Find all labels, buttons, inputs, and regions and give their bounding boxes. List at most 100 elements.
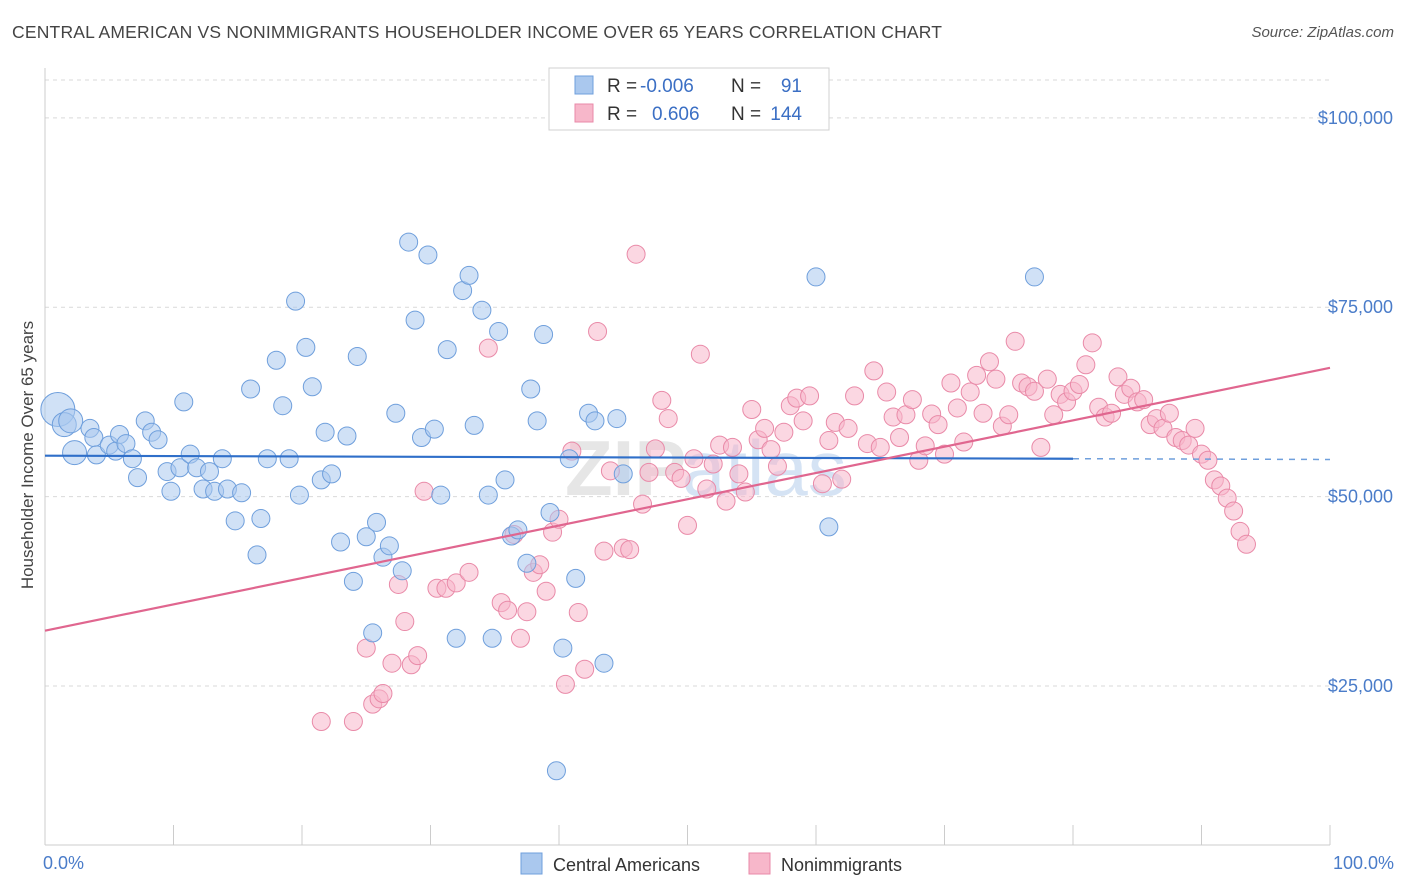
nonimmigrants-point-75 (890, 428, 910, 448)
y-tick-label-2: $75,000 (1328, 297, 1393, 317)
nonimmigrants-point-40 (652, 390, 672, 410)
central-americans-point-69 (495, 470, 515, 490)
y-axis-title: Householder Income Over 65 years (18, 321, 37, 589)
central-americans-point-63 (459, 265, 479, 285)
nonimmigrants-point-6 (382, 653, 402, 673)
central-americans-point-54 (399, 232, 419, 252)
y-tick-label-3: $100,000 (1318, 108, 1393, 128)
nonimmigrants-point-54 (742, 399, 762, 419)
nonimmigrants-point-123 (1198, 450, 1218, 470)
bottom-legend-label-blue: Central Americans (553, 855, 700, 875)
central-americans-point-73 (521, 379, 541, 399)
legend-r-label-pink: R = (607, 104, 637, 125)
nonimmigrants-point-88 (973, 403, 993, 423)
nonimmigrants-point-96 (1024, 381, 1044, 401)
nonimmigrants-point-92 (999, 405, 1019, 425)
legend-r-label-blue: R = (607, 76, 637, 97)
central-americans-point-66 (478, 485, 498, 505)
central-americans-point-65 (472, 300, 492, 320)
central-americans-point-72 (517, 553, 537, 573)
central-americans-point-77 (546, 761, 566, 781)
central-americans-point-12 (128, 468, 148, 488)
nonimmigrants-point-51 (722, 437, 742, 457)
nonimmigrants-point-71 (864, 361, 884, 381)
nonimmigrants-point-56 (755, 418, 775, 438)
central-americans-points (40, 232, 1044, 781)
nonimmigrants-point-30 (575, 659, 595, 679)
bottom-legend: Central Americans Nonimmigrants (520, 852, 902, 875)
nonimmigrants-point-39 (645, 439, 665, 459)
nonimmigrants-point-8 (395, 612, 415, 632)
bottom-legend-swatch-blue (520, 852, 543, 875)
nonimmigrants-point-15 (459, 562, 479, 582)
nonimmigrants-point-73 (877, 382, 897, 402)
nonimmigrants-point-129 (1236, 534, 1256, 554)
legend-n-label-blue: N = (731, 76, 761, 97)
central-americans-point-37 (289, 485, 309, 505)
central-americans-point-84 (607, 409, 627, 429)
source-credit: Source: ZipAtlas.com (1251, 24, 1394, 41)
nonimmigrants-point-50 (716, 491, 736, 511)
nonimmigrants-point-104 (1076, 355, 1096, 375)
nonimmigrants-point-120 (1179, 435, 1199, 455)
nonimmigrants-point-32 (594, 541, 614, 561)
central-americans-point-83 (594, 653, 614, 673)
nonimmigrants-point-64 (812, 474, 832, 494)
central-americans-point-52 (386, 403, 406, 423)
nonimmigrants-point-98 (1037, 369, 1057, 389)
central-americans-point-57 (418, 245, 438, 265)
nonimmigrants-point-103 (1069, 374, 1089, 394)
nonimmigrants-point-41 (658, 409, 678, 429)
nonimmigrants-point-68 (838, 418, 858, 438)
central-americans-point-15 (148, 430, 168, 450)
central-americans-point-27 (225, 511, 245, 531)
nonimmigrants-point-69 (845, 386, 865, 406)
nonimmigrants-point-109 (1108, 367, 1128, 387)
central-americans-point-47 (356, 527, 376, 547)
central-americans-point-28 (232, 483, 252, 503)
central-americans-point-42 (322, 464, 342, 484)
nonimmigrants-point-65 (819, 431, 839, 451)
nonimmigrants-point-97 (1031, 437, 1051, 457)
central-americans-point-48 (363, 623, 383, 643)
central-americans-point-75 (534, 324, 554, 344)
nonimmigrants-point-93 (1005, 331, 1025, 351)
nonimmigrants-point-46 (690, 344, 710, 364)
nonimmigrants-point-36 (626, 244, 646, 264)
central-americans-point-25 (212, 449, 232, 469)
central-americans-point-29 (241, 379, 261, 399)
nonimmigrants-point-52 (729, 464, 749, 484)
nonimmigrants-point-72 (870, 437, 890, 457)
nonimmigrants-point-11 (414, 481, 434, 501)
central-americans-point-35 (279, 449, 299, 469)
nonimmigrants-trendline (44, 366, 1331, 632)
nonimmigrants-point-62 (793, 411, 813, 431)
central-americans-point-43 (331, 532, 351, 552)
nonimmigrants-point-44 (678, 515, 697, 535)
central-americans-point-17 (161, 481, 181, 501)
nonimmigrants-point-117 (1159, 403, 1179, 423)
nonimmigrants-point-63 (800, 386, 820, 406)
legend-swatch-pink (574, 103, 594, 123)
central-americans-point-58 (424, 419, 444, 439)
central-americans-point-2 (58, 408, 84, 434)
y-tick-labels: $25,000 $50,000 $75,000 $100,000 (1318, 108, 1393, 696)
nonimmigrants-point-87 (967, 365, 987, 385)
central-americans-point-88 (1024, 267, 1044, 287)
y-tick-label-0: $25,000 (1328, 676, 1393, 696)
central-americans-point-32 (257, 449, 277, 469)
nonimmigrants-point-90 (986, 369, 1006, 389)
central-americans-point-67 (482, 628, 502, 648)
nonimmigrants-point-86 (960, 382, 980, 402)
nonimmigrants-point-48 (703, 454, 723, 474)
central-americans-point-85 (613, 464, 633, 484)
central-americans-point-64 (464, 415, 484, 435)
top-legend: R = -0.006 N = 91 R = 0.606 N = 144 (548, 67, 830, 131)
nonimmigrants-point-35 (620, 540, 640, 560)
bottom-legend-swatch-pink (748, 852, 771, 875)
nonimmigrants-point-10 (408, 646, 428, 666)
central-americans-point-74 (527, 411, 547, 431)
central-americans-trendline (44, 454, 1074, 460)
nonimmigrants-point-57 (761, 440, 781, 460)
